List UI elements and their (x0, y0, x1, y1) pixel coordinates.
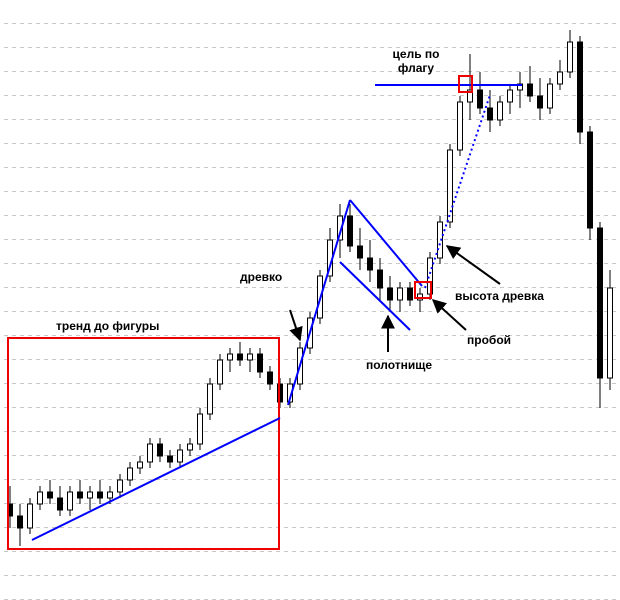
candle-body (107, 491, 113, 499)
candle-body (117, 479, 123, 493)
annotation: полотнище (366, 358, 433, 372)
candle-body (507, 89, 513, 103)
annotation: древко (240, 270, 283, 284)
candle-body (357, 245, 363, 259)
arrow (431, 299, 467, 331)
candle-body (447, 149, 453, 223)
candle-body (437, 221, 443, 259)
candle-body (387, 287, 393, 301)
candle-body (367, 257, 373, 271)
annotation: тренд до фигуры (56, 319, 160, 333)
candle-body (597, 227, 603, 379)
candle-body (77, 491, 83, 499)
target-box (458, 75, 473, 93)
candle-body (477, 89, 483, 109)
candle-body (87, 491, 93, 499)
candle-body (137, 461, 143, 469)
candle-body (407, 287, 413, 301)
arrow (289, 309, 303, 342)
candle-body (467, 89, 473, 103)
candle-body (97, 491, 103, 499)
arrow (445, 245, 501, 285)
candle-body (17, 515, 23, 529)
candle-body (147, 443, 153, 463)
candle-body (537, 95, 543, 109)
candle-body (127, 467, 133, 481)
candle-body (227, 353, 233, 361)
candle-body (547, 83, 553, 109)
candle-body (577, 41, 583, 133)
flag-bottom (339, 261, 411, 331)
annotation: цель по флагу (392, 47, 440, 75)
candle-body (487, 107, 493, 121)
candle-body (347, 215, 353, 247)
candle-body (67, 491, 73, 511)
candle-body (527, 83, 533, 97)
candle-body (377, 269, 383, 289)
flag-top (349, 199, 423, 287)
breakout-box (414, 281, 432, 299)
candle-body (267, 371, 273, 385)
candle-body (607, 287, 613, 379)
candle-body (177, 449, 183, 463)
pole-height-line (424, 94, 491, 289)
candle-body (557, 71, 563, 85)
candle-body (497, 101, 503, 121)
candles (7, 30, 613, 546)
candle-body (587, 131, 593, 229)
candle-body (157, 443, 163, 457)
trend-line (31, 417, 281, 541)
candle-body (217, 359, 223, 385)
candle-body (567, 41, 573, 73)
candle-body (27, 503, 33, 529)
annotation: высота древка (455, 289, 544, 303)
candle-body (167, 455, 173, 463)
candle-body (197, 413, 203, 445)
candle-body (247, 353, 253, 361)
candle-body (237, 353, 243, 361)
candle-body (187, 443, 193, 451)
trend-box (7, 337, 280, 550)
candle-body (257, 353, 263, 373)
pole-line (287, 199, 351, 406)
candle-body (457, 101, 463, 151)
candle-body (37, 491, 43, 505)
candle-body (397, 287, 403, 301)
annotation: пробой (467, 333, 512, 347)
candle-body (57, 497, 63, 511)
candle-body (207, 383, 213, 415)
candle-body (47, 491, 53, 499)
